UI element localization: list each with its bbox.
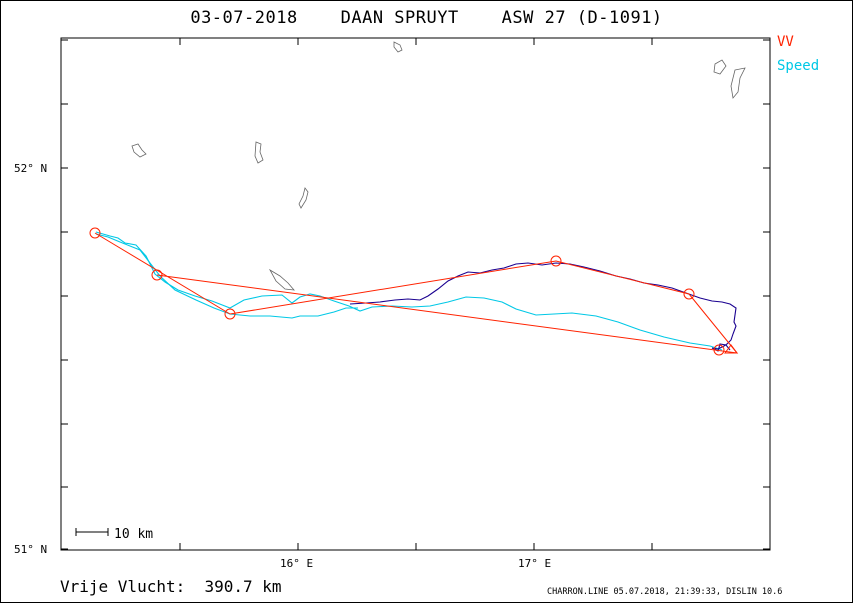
turnpoints <box>89 227 725 356</box>
speed-track <box>95 231 723 351</box>
legend-vv: VV <box>777 34 794 50</box>
scale-bar <box>75 528 109 536</box>
scale-bar-label: 10 km <box>114 527 153 542</box>
turnpoint-marker <box>550 255 562 267</box>
speed-track-return <box>95 233 358 319</box>
map-frame <box>60 37 771 551</box>
lake-outlines <box>131 41 746 291</box>
lake <box>730 67 746 99</box>
footer-info: CHARRON.LINE 05.07.2018, 21:39:33, DISLI… <box>547 587 783 597</box>
lake <box>393 41 403 53</box>
turnpoint-marker <box>683 288 695 300</box>
lake <box>268 268 295 291</box>
flight-title: 03-07-2018 DAAN SPRUYT ASW 27 (D-1091) <box>190 8 663 28</box>
lake <box>713 59 727 75</box>
finish-triangle <box>724 344 738 354</box>
lake <box>131 143 147 158</box>
turnpoint-marker <box>151 269 163 281</box>
turnpoint-marker <box>713 344 725 356</box>
free-flight-distance: Vrije Vlucht: 390.7 km <box>60 577 282 596</box>
x-ticks <box>60 38 653 550</box>
turnpoint-marker <box>89 227 101 239</box>
lat-label-52: 52° N <box>14 162 47 175</box>
left-ticks <box>61 39 68 550</box>
right-ticks <box>763 39 770 550</box>
lon-label-17: 17° E <box>518 557 551 570</box>
vv-task-line <box>94 232 739 354</box>
legend-speed: Speed <box>777 58 820 74</box>
lake <box>298 187 309 209</box>
lake <box>254 141 264 164</box>
lat-label-51: 51° N <box>14 543 47 556</box>
turnpoint-marker <box>224 308 236 320</box>
lon-label-16: 16° E <box>280 557 313 570</box>
